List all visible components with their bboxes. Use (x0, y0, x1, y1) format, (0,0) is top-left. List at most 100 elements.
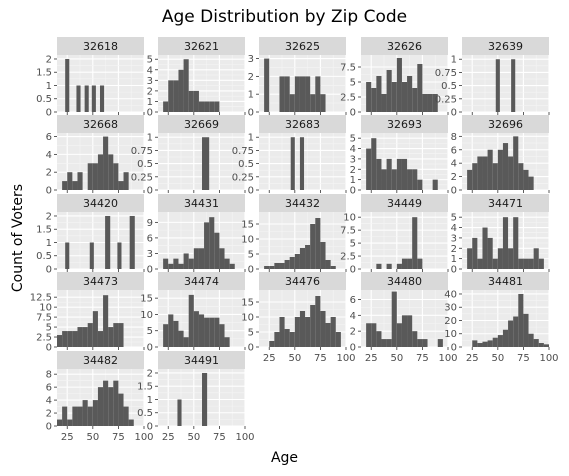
histogram-bar (386, 263, 392, 269)
facet-strip (57, 37, 144, 55)
histogram-bar (129, 215, 135, 269)
histogram-bar (437, 339, 443, 347)
histogram-bar (123, 406, 129, 426)
histogram-bar (376, 76, 382, 112)
panel-background (462, 55, 549, 112)
histogram-bar (92, 400, 98, 426)
histogram-bar (274, 332, 280, 347)
x-tick-label: 75 (416, 353, 429, 364)
histogram-bar (502, 143, 509, 190)
facet-strip (361, 272, 448, 290)
histogram-bar (508, 320, 514, 347)
histogram-bar (417, 179, 423, 190)
histogram-bar (168, 80, 174, 112)
histogram-bar (511, 59, 516, 112)
histogram-bar (118, 181, 124, 190)
histogram-bar (495, 59, 500, 112)
histogram-bar (99, 85, 105, 112)
y-tick-label: 1 (451, 55, 457, 66)
y-tick-label: 0 (451, 108, 457, 119)
histogram-bar (482, 341, 488, 347)
y-tick-label: 0.75 (131, 146, 153, 157)
facet-strip (259, 37, 346, 55)
facet-panel: 34474 0 5 10 15 (140, 272, 246, 354)
histogram-bar (538, 343, 544, 347)
y-tick-label: 2 (350, 165, 356, 176)
histogram-bar (108, 154, 114, 190)
x-tick-label: 50 (390, 353, 403, 364)
histogram-bar (274, 263, 280, 269)
y-tick-label: 2.5 (36, 333, 52, 344)
histogram-bar (91, 85, 96, 112)
histogram-bar (173, 320, 179, 347)
y-tick-label: 5 (147, 55, 153, 66)
histogram-bar (396, 158, 402, 190)
histogram-bar (502, 217, 509, 269)
histogram-bar (224, 337, 230, 347)
histogram-bar (513, 316, 519, 347)
histogram-bar (183, 253, 189, 269)
histogram-bar (97, 387, 104, 426)
histogram-bar (508, 248, 514, 269)
histogram-bar (528, 258, 534, 269)
facet-panel: 32618 0 0.5 1 1.5 2 (36, 37, 145, 119)
facet-label: 32696 (488, 118, 523, 131)
facet-strip (462, 115, 549, 133)
histogram-bar (305, 317, 311, 347)
y-tick-label: 6 (46, 383, 52, 394)
histogram-bar (299, 76, 306, 112)
y-tick-label: 40 (444, 289, 457, 300)
histogram-bar (290, 137, 295, 190)
facet-strip (361, 194, 448, 212)
histogram-bar (502, 329, 509, 347)
y-tick-label: 0 (350, 108, 356, 119)
facet-panel: 32668 0 2 4 6 (46, 115, 145, 197)
histogram-bar (371, 323, 377, 347)
y-tick-label: 6 (350, 295, 356, 306)
histogram-bar (188, 294, 194, 347)
y-tick-label: 0 (248, 343, 254, 354)
facet-panel: 34476 0 5 10 15 25 50 75 100 (241, 272, 356, 364)
x-tick-label: 75 (112, 432, 125, 443)
facet-label: 32693 (387, 118, 422, 131)
facet-label: 34476 (285, 275, 320, 288)
histogram-bar (108, 387, 114, 426)
y-tick-label: 10 (343, 213, 356, 224)
y-tick-label: 4 (147, 65, 153, 76)
y-tick-label: 2 (147, 368, 153, 379)
histogram-bar (87, 323, 93, 347)
x-axis-label: Age (270, 450, 299, 466)
histogram-bar (183, 337, 189, 347)
y-tick-label: 2 (46, 409, 52, 420)
histogram-bar (219, 324, 225, 347)
y-tick-label: 7.5 (340, 63, 356, 74)
facet-strip (158, 272, 245, 290)
histogram-bar (279, 76, 285, 112)
y-tick-label: 0.25 (435, 94, 457, 105)
histogram-bar (97, 154, 104, 190)
histogram-bar (229, 263, 235, 269)
histogram-bar (178, 69, 184, 112)
y-tick-label: 0 (46, 108, 52, 119)
facet-panel: 32639 0 0.25 0.5 0.75 1 (435, 37, 550, 119)
facet-label: 32626 (387, 40, 422, 53)
histogram-bar (401, 258, 408, 269)
y-tick-label: 0.5 (238, 159, 254, 170)
histogram-bar (381, 94, 387, 112)
histogram-bar (391, 169, 397, 190)
histogram-bar (528, 176, 534, 190)
facet-label: 34431 (184, 197, 219, 210)
histogram-bar (264, 58, 270, 112)
histogram-bar (294, 317, 300, 347)
y-tick-label: 10 (241, 235, 254, 246)
histogram-bar (310, 224, 316, 269)
histogram-bar (508, 156, 514, 190)
y-tick-label: 20 (444, 316, 457, 327)
histogram-bar (366, 148, 372, 190)
histogram-bar (472, 340, 478, 347)
facet-label: 32683 (285, 118, 320, 131)
facet-label: 32668 (83, 118, 118, 131)
histogram-bar (72, 331, 78, 347)
